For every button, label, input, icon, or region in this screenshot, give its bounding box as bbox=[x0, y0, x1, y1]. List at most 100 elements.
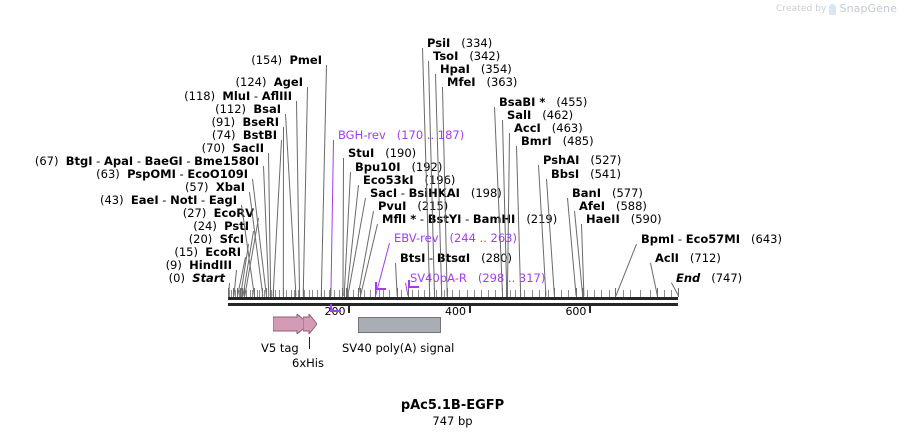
site-label-pspomi[interactable]: (63) PspOMI - EcoO109I bbox=[96, 167, 248, 181]
site-label-btsi[interactable]: BtsI - BtsαI (280) bbox=[400, 251, 513, 265]
site-name-btsi-0: BtsI bbox=[400, 251, 426, 265]
feature-sv40-polya-rect[interactable] bbox=[358, 317, 441, 333]
sequence-hash-43 bbox=[473, 290, 475, 297]
sequence-hash-36 bbox=[418, 290, 420, 297]
site-label-bghrev[interactable]: BGH-rev (170 .. 187) bbox=[338, 129, 464, 141]
sequence-hash-12 bbox=[271, 290, 273, 297]
site-name-afei-0: AfeI bbox=[579, 199, 605, 213]
site-name-sali-0: SalI bbox=[507, 108, 532, 122]
site-label-sali[interactable]: SalI (462) bbox=[507, 109, 573, 121]
sequence-hash-60 bbox=[630, 290, 632, 297]
sequence-hash-30 bbox=[370, 290, 372, 297]
site-label-pshai[interactable]: PshAI (527) bbox=[543, 154, 621, 166]
site-label-stui[interactable]: StuI (190) bbox=[348, 147, 416, 159]
site-label-bani[interactable]: BanI (577) bbox=[572, 187, 643, 199]
site-label-sfci[interactable]: (20) SfcI bbox=[0, 233, 244, 245]
sequence-tick-sacii bbox=[270, 288, 272, 297]
sequence-tick-bpu10i bbox=[343, 288, 345, 297]
site-label-sacii[interactable]: (70) SacII bbox=[0, 142, 264, 154]
site-label-pvui[interactable]: PvuI (215) bbox=[378, 200, 448, 212]
site-label-btgi[interactable]: (67) BtgI - ApaI - BaeGI - Bme1580I bbox=[34, 154, 259, 168]
site-position-bpmi: (643) bbox=[751, 232, 782, 246]
site-name-bpmi-0: BpmI bbox=[641, 232, 675, 246]
site-label-end[interactable]: End (747) bbox=[676, 272, 742, 284]
sequence-hash-62 bbox=[649, 290, 651, 297]
sequence-tick-sali bbox=[506, 288, 508, 297]
site-name-btgi-2: BaeGI bbox=[144, 154, 183, 168]
sequence-hash-57 bbox=[601, 290, 603, 297]
site-name-sfci-0: SfcI bbox=[219, 232, 244, 246]
sequence-hash-21 bbox=[312, 290, 314, 297]
site-label-acli[interactable]: AclI (712) bbox=[655, 252, 721, 264]
sequence-tick-start bbox=[228, 288, 229, 297]
site-label-haeii[interactable]: HaeII (590) bbox=[586, 213, 662, 225]
site-label-bsai[interactable]: (112) BsaI bbox=[0, 103, 281, 115]
feature-6xhis-arrow[interactable] bbox=[303, 314, 317, 334]
site-position-bstbi: (74) bbox=[211, 128, 236, 142]
ruler-tick-label-400: 400 bbox=[444, 305, 466, 318]
sequence-hash-28 bbox=[353, 290, 355, 297]
site-name-acli-0: AclI bbox=[655, 251, 679, 265]
site-label-bseri[interactable]: (91) BseRI bbox=[0, 116, 279, 128]
site-label-bbsi[interactable]: BbsI (541) bbox=[551, 168, 621, 180]
sequence-tick-acci bbox=[506, 288, 508, 297]
site-position-tsoi: (342) bbox=[469, 49, 501, 63]
site-label-psti[interactable]: (24) PstI bbox=[0, 220, 249, 232]
site-label-bpu10i[interactable]: Bpu10I (192) bbox=[355, 161, 442, 173]
site-label-ecori[interactable]: (15) EcoRI bbox=[0, 246, 241, 258]
sequence-tick-bstbi bbox=[272, 288, 274, 297]
sequence-hash-23 bbox=[324, 290, 326, 297]
sequence-hash-61 bbox=[640, 290, 642, 297]
site-name-eaei-1: NotI bbox=[170, 193, 198, 207]
site-position-psti: (24) bbox=[193, 219, 217, 233]
backbone-bar-bottom bbox=[228, 303, 678, 306]
site-label-xbai[interactable]: (57) XbaI bbox=[0, 181, 245, 193]
site-label-eaei[interactable]: (43) EaeI - NotI - EagI bbox=[99, 193, 237, 207]
site-label-agei[interactable]: (124) AgeI bbox=[0, 76, 303, 88]
sequence-hash-14 bbox=[278, 290, 280, 297]
sequence-tick-eco53ki bbox=[346, 288, 348, 297]
site-label-pmei[interactable]: (154) PmeI bbox=[0, 54, 322, 66]
sequence-hash-63 bbox=[664, 290, 666, 297]
site-label-afei[interactable]: AfeI (588) bbox=[579, 200, 647, 212]
sequence-tick-hindiii bbox=[233, 288, 235, 297]
site-label-ecorv[interactable]: (27) EcoRV bbox=[0, 207, 254, 219]
sequence-hash-64 bbox=[671, 290, 673, 297]
sequence-tick-afei bbox=[582, 288, 584, 297]
site-position-pvui: (215) bbox=[417, 199, 449, 213]
sequence-tick-bani bbox=[575, 288, 577, 297]
sequence-tick-bpmi bbox=[615, 288, 617, 297]
site-label-eco53ki[interactable]: Eco53kI (196) bbox=[363, 174, 455, 186]
site-name-sacii-0: SacII bbox=[232, 141, 264, 155]
sequence-hash-6 bbox=[249, 290, 251, 297]
site-position-btgi: (67) bbox=[34, 154, 59, 168]
sequence-hash-39 bbox=[443, 290, 445, 297]
site-label-mlui[interactable]: (118) MluI - AflIII bbox=[184, 89, 292, 103]
sequence-tick-hpai bbox=[441, 288, 443, 297]
sequence-hash-17 bbox=[294, 290, 296, 297]
site-label-acci[interactable]: AccI (463) bbox=[514, 122, 583, 134]
sequence-hash-46 bbox=[495, 290, 497, 297]
site-label-start[interactable]: (0) Start bbox=[0, 272, 225, 284]
site-label-sv40par[interactable]: SV40pA-R (298 .. 317) bbox=[410, 272, 545, 284]
site-name-ecori-0: EcoRI bbox=[205, 245, 241, 259]
site-position-sacii: (70) bbox=[201, 141, 226, 155]
site-label-bmri[interactable]: BmrI (485) bbox=[521, 135, 594, 147]
site-label-bstbi[interactable]: (74) BstBI bbox=[0, 129, 277, 141]
site-label-mfli[interactable]: MflI * - BstYI - BamHI (219) bbox=[382, 213, 557, 225]
site-label-tsoi[interactable]: TsoI (342) bbox=[433, 50, 500, 62]
site-name-bpmi-1: Eco57MI bbox=[685, 232, 741, 246]
site-label-psii[interactable]: PsiI (334) bbox=[427, 37, 492, 49]
site-name-xbai-0: XbaI bbox=[215, 180, 245, 194]
sequence-tick-saci bbox=[347, 288, 349, 297]
sequence-hash-31 bbox=[378, 290, 380, 297]
snapgene-watermark: Created by SnapGene bbox=[776, 2, 897, 15]
site-label-hindiii[interactable]: (9) HindIII bbox=[0, 259, 232, 271]
site-label-saci[interactable]: SacI - BsiHKAI (198) bbox=[370, 186, 502, 200]
site-label-bsabi[interactable]: BsaBI * (455) bbox=[499, 96, 587, 108]
site-label-mfei[interactable]: MfeI (363) bbox=[447, 76, 517, 88]
site-label-bpmi[interactable]: BpmI - Eco57MI (643) bbox=[641, 232, 782, 246]
site-label-hpai[interactable]: HpaI (354) bbox=[440, 63, 512, 75]
site-position-stui: (190) bbox=[385, 146, 417, 160]
site-name-mlui-0: MluI bbox=[222, 89, 251, 103]
